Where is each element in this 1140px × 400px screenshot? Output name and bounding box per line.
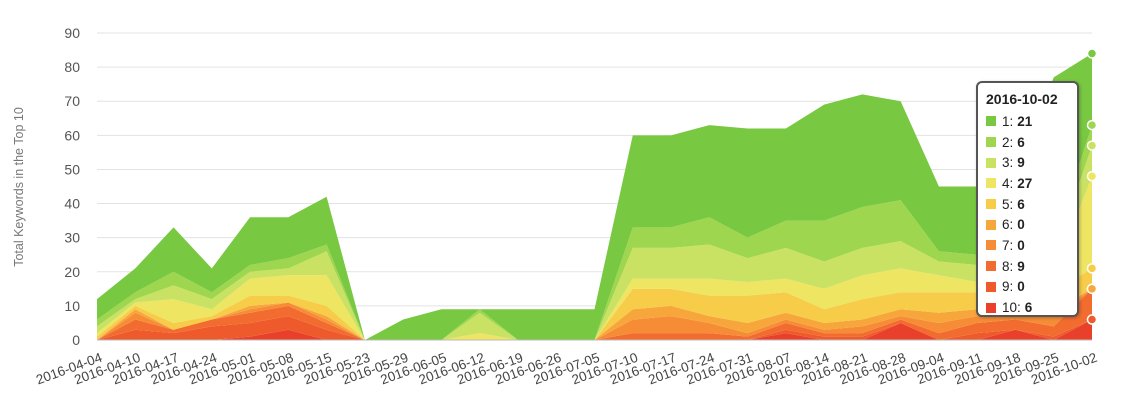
marker-series-3 xyxy=(1086,140,1098,151)
tooltip-date: 2016-10-02 xyxy=(986,91,1058,107)
y-tick-label: 30 xyxy=(64,230,80,246)
tooltip-row-value: 27 xyxy=(1017,175,1033,191)
y-tick-label: 10 xyxy=(64,298,80,314)
area-series-3 xyxy=(97,145,1092,340)
y-axis-label: Total Keywords in the Top 10 xyxy=(12,107,26,267)
tooltip-swatch xyxy=(986,261,996,272)
tooltip-row-value: 6 xyxy=(1017,134,1025,150)
y-tick-label: 0 xyxy=(72,332,80,348)
tooltip-swatch xyxy=(986,157,996,168)
tooltip-row: 4: 27 xyxy=(986,173,1069,194)
y-tick-label: 40 xyxy=(64,196,80,212)
tooltip-swatch xyxy=(986,178,996,189)
marker-series-6 xyxy=(1086,283,1098,295)
tooltip-row-label: 9: xyxy=(1002,279,1014,295)
marker-series-5 xyxy=(1086,263,1098,274)
tooltip-swatch xyxy=(986,137,996,148)
area-series-2 xyxy=(97,125,1092,340)
tooltip-row-value: 0 xyxy=(1017,237,1025,253)
tooltip-row-label: 8: xyxy=(1002,258,1014,274)
area-series-8 xyxy=(97,288,1092,340)
tooltip-row-label: 3: xyxy=(1002,155,1014,171)
tooltip-rows: 1: 21 2: 6 3: 9 4: 27 5: 6 6: 0 7: 0 8: 9 9: 0 10: 6 xyxy=(986,111,1069,318)
tooltip-row-value: 6 xyxy=(1024,300,1033,316)
y-tick-label: 20 xyxy=(64,264,80,280)
tooltip-swatch xyxy=(986,281,996,292)
area-series-5 xyxy=(97,268,1092,340)
tooltip-row: 9: 0 xyxy=(986,277,1069,298)
tooltip-swatch xyxy=(986,302,996,313)
tooltip-row-value: 0 xyxy=(1017,217,1025,233)
tooltip-row-label: 2: xyxy=(1002,134,1014,150)
tooltip-row: 1: 21 xyxy=(986,111,1069,132)
y-tick-label: 70 xyxy=(64,93,80,109)
tooltip-row-value: 6 xyxy=(1017,196,1025,212)
hover-markers xyxy=(1086,48,1098,325)
tooltip-swatch xyxy=(986,240,996,251)
y-axis-ticks: 0 10 20 30 40 50 60 70 80 90 xyxy=(64,25,80,348)
tooltip-row: 2: 6 xyxy=(986,132,1069,153)
tooltip-row-value: 9 xyxy=(1017,155,1025,171)
tooltip-row: 5: 6 xyxy=(986,194,1069,215)
area-series-10 xyxy=(97,319,1092,340)
tooltip-swatch xyxy=(986,219,996,230)
marker-series-1 xyxy=(1086,48,1098,59)
tooltip-row-label: 5: xyxy=(1002,196,1014,212)
area-series-9 xyxy=(97,316,1092,340)
tooltip-row-label: 1: xyxy=(1002,113,1014,129)
tooltip-row: 6: 0 xyxy=(986,214,1069,235)
tooltip-row-value: 21 xyxy=(1017,113,1033,129)
tooltip-swatch xyxy=(986,116,996,127)
marker-series-9 xyxy=(1086,314,1098,325)
y-tick-label: 80 xyxy=(64,59,80,75)
area-series-6 xyxy=(97,288,1092,340)
marker-series-4 xyxy=(1086,171,1098,182)
area-series-1 xyxy=(97,53,1092,340)
tooltip: 2016-10-02 1: 21 2: 6 3: 9 4: 27 5: 6 6: 0 7: 0 8: 9 9: 0… xyxy=(976,81,1079,317)
tooltip-row: 3: 9 xyxy=(986,152,1069,173)
tooltip-row-value: 9 xyxy=(1017,258,1025,274)
y-tick-label: 50 xyxy=(64,161,80,177)
tooltip-row-label: 7: xyxy=(1002,237,1014,253)
tooltip-row-label: 6: xyxy=(1002,217,1014,233)
tooltip-row-value: 0 xyxy=(1017,279,1025,295)
tooltip-row-label: 4: xyxy=(1002,175,1014,191)
tooltip-row-label: 10: xyxy=(1002,300,1021,316)
tooltip-swatch xyxy=(986,199,996,210)
y-tick-label: 90 xyxy=(64,25,80,41)
tooltip-row: 8: 9 xyxy=(986,256,1069,277)
marker-series-2 xyxy=(1086,119,1098,131)
y-tick-label: 60 xyxy=(64,127,80,143)
tooltip-row: 10: 6 xyxy=(986,297,1069,318)
tooltip-row: 7: 0 xyxy=(986,235,1069,256)
x-axis-ticks: 2016-04-042016-04-102016-04-172016-04-24… xyxy=(34,350,1099,388)
area-series-4 xyxy=(97,176,1092,340)
area-series xyxy=(97,53,1092,340)
